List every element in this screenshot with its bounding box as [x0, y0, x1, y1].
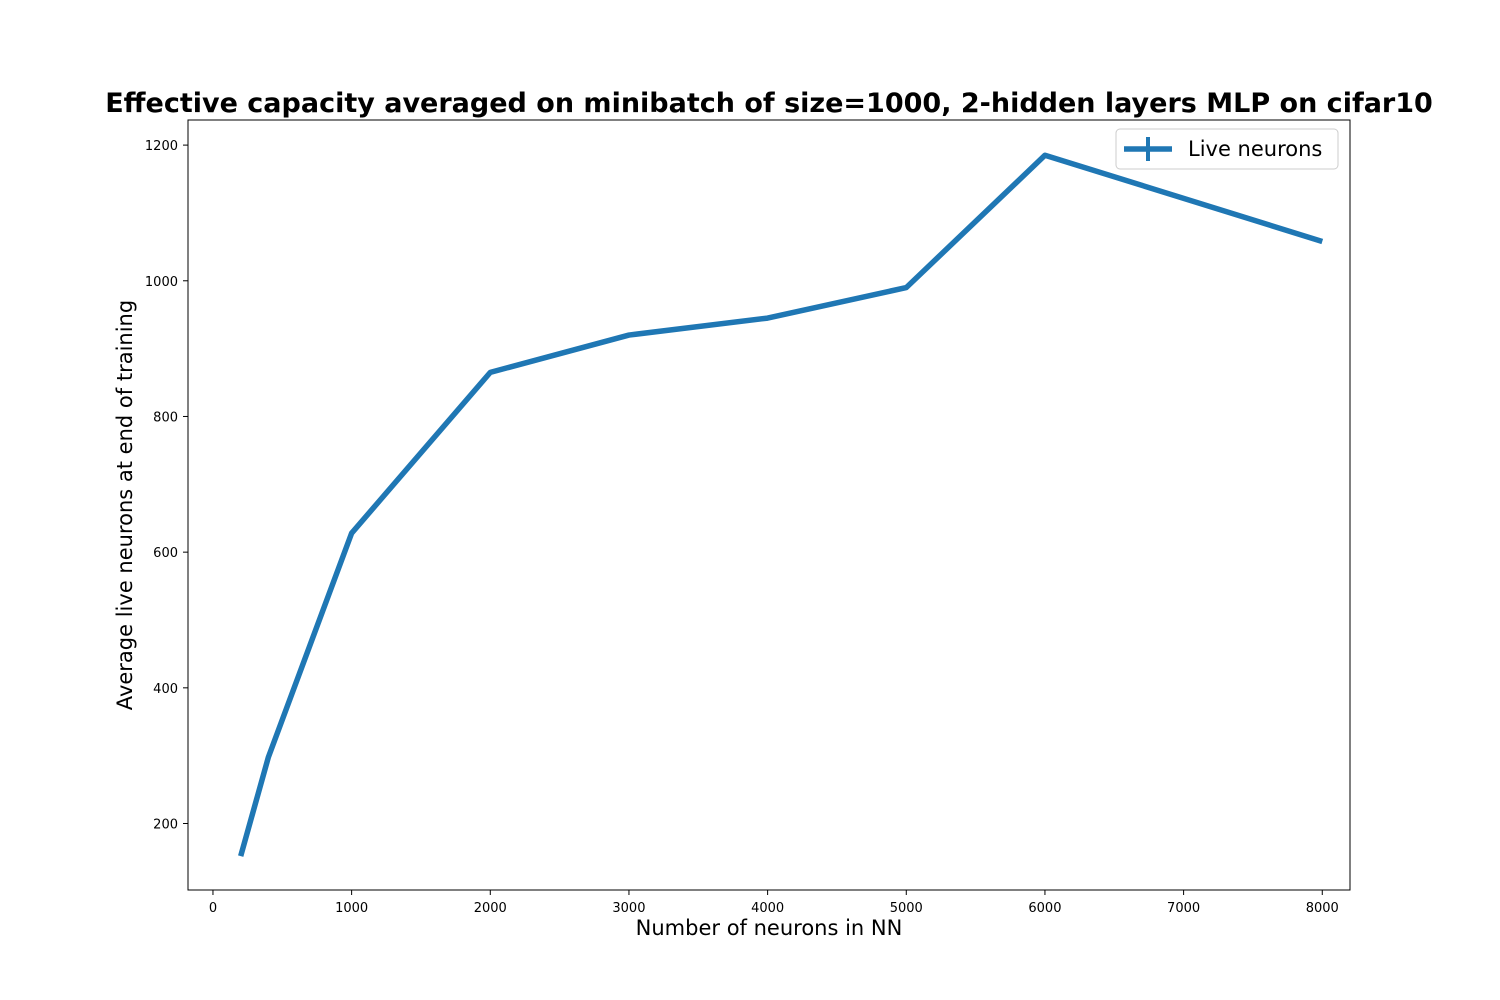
x-tick-label: 4000 — [751, 901, 784, 916]
y-tick-label: 1200 — [145, 139, 178, 154]
legend: Live neurons — [1115, 128, 1339, 170]
y-tick-label: 800 — [153, 410, 178, 425]
legend-box — [1115, 128, 1339, 170]
y-tick-label: 600 — [153, 546, 178, 561]
plot-frame — [187, 119, 1351, 891]
chart-title: Effective capacity averaged on minibatch… — [105, 88, 1433, 119]
x-tick-label: 5000 — [890, 901, 923, 916]
y-tick-label: 1000 — [145, 275, 178, 290]
x-tick-label: 8000 — [1306, 901, 1339, 916]
x-tick-label: 7000 — [1167, 901, 1200, 916]
plot-area — [238, 152, 1324, 857]
y-tick-label: 200 — [153, 818, 178, 833]
legend-label: Live neurons — [1188, 137, 1322, 161]
x-axis-label: Number of neurons in NN — [636, 916, 903, 940]
x-tick-label: 6000 — [1028, 901, 1061, 916]
y-axis: 200 400 600 800 1000 1200 — [145, 139, 188, 833]
y-tick-label: 400 — [153, 682, 178, 697]
y-axis-label: Average live neurons at end of training — [113, 300, 137, 710]
series-line-live-neurons — [238, 152, 1324, 857]
x-tick-label: 1000 — [335, 901, 368, 916]
x-tick-label: 2000 — [474, 901, 507, 916]
x-tick-label: 3000 — [612, 901, 645, 916]
x-axis: 0 1000 2000 3000 4000 5000 6000 7000 8000 — [209, 890, 1339, 916]
x-tick-label: 0 — [209, 901, 217, 916]
